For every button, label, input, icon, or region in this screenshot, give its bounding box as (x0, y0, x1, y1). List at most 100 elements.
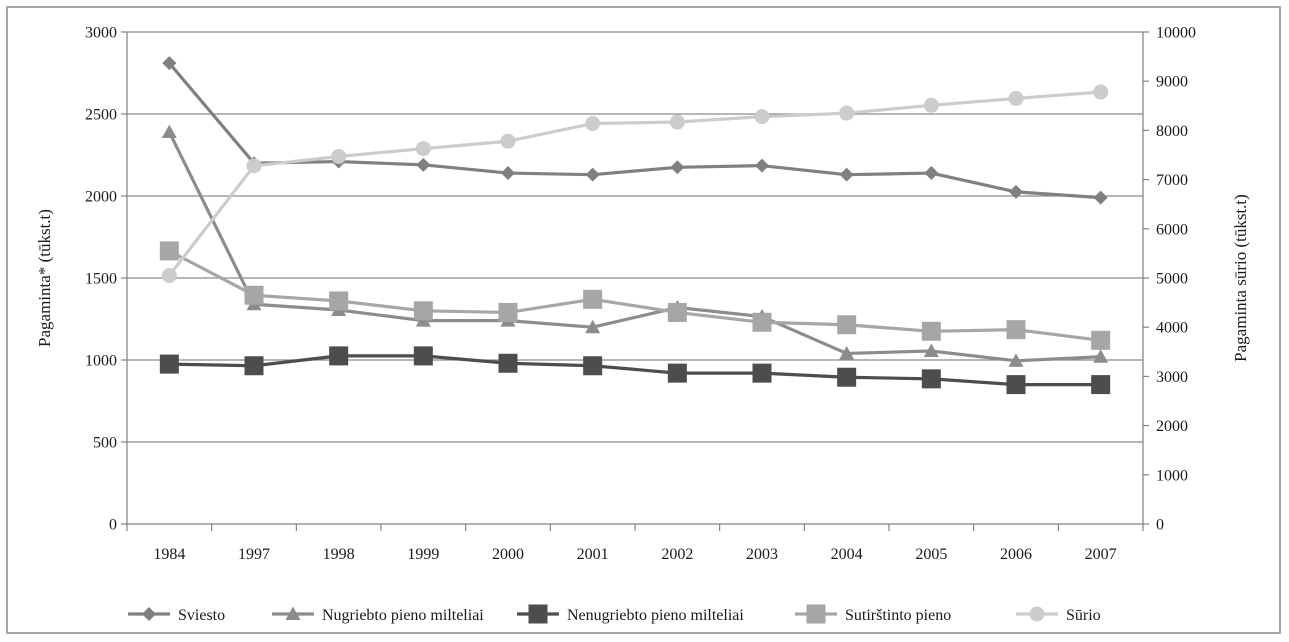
data-point-series-1 (585, 319, 601, 334)
legend-swatch-marker (142, 607, 156, 621)
data-point-series-2 (752, 363, 772, 383)
data-point-series-4 (669, 114, 685, 130)
x-tick-label: 2005 (915, 546, 947, 563)
legend-swatch-marker (1029, 606, 1045, 622)
legend-swatch-marker (528, 604, 548, 624)
x-tick-label: 2000 (492, 546, 524, 563)
y-tick-label: 1500 (85, 271, 117, 288)
legend-swatch-marker (285, 606, 301, 620)
y-tick-label: 500 (93, 435, 117, 452)
x-tick-label: 2002 (661, 546, 693, 563)
x-tick-label: 1984 (153, 546, 185, 563)
data-point-series-3 (1006, 320, 1026, 340)
y2-tick-label: 2000 (1156, 418, 1188, 435)
data-point-series-3 (667, 302, 687, 322)
series-line-1 (167, 131, 1101, 363)
x-tick-label: 2001 (577, 546, 609, 563)
data-point-series-0 (585, 167, 600, 182)
legend: Sviesto Nugriebto pieno milteliai Nenugrie… (128, 604, 1101, 624)
data-point-series-1 (1093, 349, 1109, 363)
data-point-series-3 (837, 315, 857, 335)
data-point-series-2 (583, 356, 603, 376)
data-point-series-2 (498, 353, 518, 373)
legend-swatch-marker (806, 604, 826, 624)
y2-tick-label: 0 (1156, 517, 1164, 534)
x-tick-label: 2003 (746, 546, 778, 563)
data-point-series-3 (329, 291, 349, 311)
y2-tick-label: 7000 (1156, 172, 1188, 189)
data-point-series-3 (159, 241, 179, 261)
data-point-series-0 (670, 160, 685, 175)
x-tick-label: 2004 (831, 546, 863, 563)
y-axis-label: Pagaminta* (tūkst.t) (35, 209, 54, 347)
data-point-series-4 (923, 97, 939, 113)
y-tick-label: 1000 (85, 353, 117, 370)
data-point-series-4 (500, 133, 516, 149)
data-point-series-1 (839, 345, 855, 360)
data-point-series-1 (161, 124, 177, 139)
legend-label: Sutirštinto pieno (845, 607, 951, 624)
data-point-series-0 (416, 157, 431, 172)
data-point-series-1 (1008, 353, 1024, 367)
data-point-series-4 (331, 148, 347, 164)
data-point-series-2 (921, 369, 941, 389)
data-point-series-4 (161, 268, 177, 284)
data-point-series-3 (244, 285, 264, 305)
data-point-series-4 (415, 141, 431, 157)
data-point-series-4 (839, 105, 855, 121)
data-point-series-2 (1091, 375, 1111, 395)
y2-tick-label: 8000 (1156, 123, 1188, 140)
y2-tick-label: 1000 (1156, 467, 1188, 484)
data-point-series-2 (413, 346, 433, 366)
y2-tick-label: 4000 (1156, 320, 1188, 337)
y2-tick-label: 10000 (1156, 25, 1196, 42)
data-point-series-3 (1091, 330, 1111, 350)
legend-label: Nugriebto pieno milteliai (322, 607, 484, 624)
y2-tick-label: 6000 (1156, 221, 1188, 238)
data-point-series-3 (413, 301, 433, 321)
data-point-series-2 (329, 346, 349, 366)
y2-axis-label: Pagaminta sūrio (tūkst.t) (1231, 194, 1250, 362)
data-point-series-2 (1006, 375, 1026, 395)
series-line-3 (168, 249, 1101, 342)
data-point-series-3 (921, 321, 941, 341)
series-line-4 (168, 90, 1101, 277)
series-lines (167, 62, 1101, 387)
data-point-series-1 (923, 343, 939, 357)
legend-label: Nenugriebto pieno milteliai (567, 607, 744, 624)
y2-tick-label: 5000 (1156, 271, 1188, 288)
data-point-series-0 (162, 56, 177, 71)
data-point-series-4 (1093, 84, 1109, 100)
y-tick-label: 3000 (85, 25, 117, 42)
data-point-series-4 (1008, 90, 1024, 106)
series-line-0 (168, 62, 1101, 200)
y-tick-label: 0 (109, 517, 117, 534)
x-tick-label: 1997 (238, 546, 270, 563)
y2-tick-label: 9000 (1156, 74, 1188, 91)
y-tick-label: 2500 (85, 107, 117, 124)
data-point-series-4 (754, 109, 770, 125)
data-point-series-2 (159, 354, 179, 374)
data-point-series-0 (501, 166, 515, 181)
data-point-series-4 (585, 116, 601, 132)
gridlines (127, 31, 1143, 443)
data-point-series-3 (498, 302, 518, 322)
data-point-series-0 (839, 167, 854, 182)
x-tick-label: 2007 (1085, 546, 1117, 563)
data-point-series-4 (246, 158, 262, 174)
legend-label: Sūrio (1066, 607, 1101, 624)
data-point-series-2 (667, 363, 687, 383)
data-point-series-0 (1009, 184, 1023, 199)
data-point-series-0 (1093, 190, 1108, 205)
series-markers (159, 56, 1111, 395)
x-tick-label: 2006 (1000, 546, 1032, 563)
data-point-series-2 (244, 356, 264, 376)
legend-label: Sviesto (178, 607, 225, 624)
data-point-series-2 (837, 367, 857, 387)
data-point-series-0 (755, 158, 769, 173)
data-point-series-3 (752, 312, 772, 332)
y2-tick-label: 3000 (1156, 369, 1188, 386)
chart-frame (6, 6, 1281, 634)
x-tick-label: 1998 (323, 546, 355, 563)
